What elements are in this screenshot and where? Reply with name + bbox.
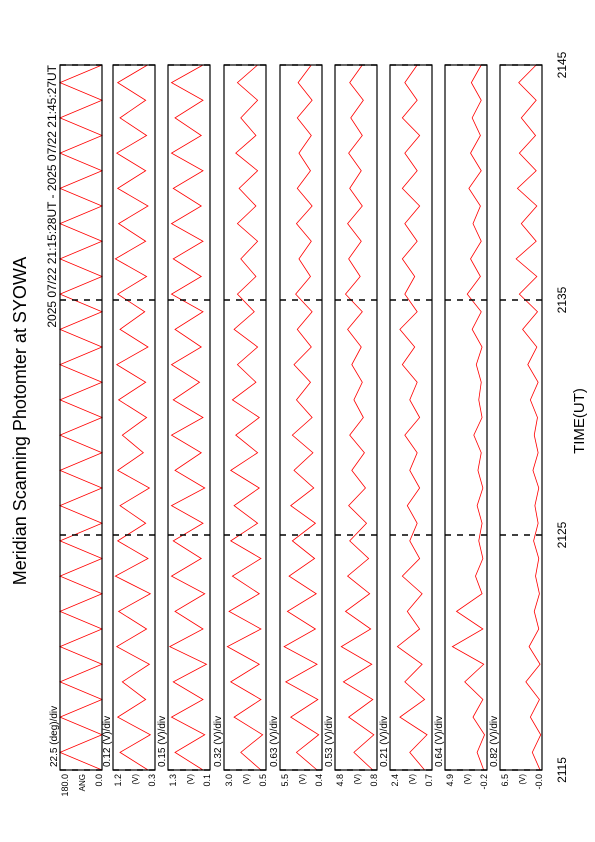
unit-label: (V) (518, 774, 527, 785)
unit-label: (V) (353, 774, 362, 785)
scale-label: 0.63 (V)/div (269, 716, 280, 767)
unit-label: (V) (408, 774, 417, 785)
y-tick-label: 0.3 (147, 774, 157, 787)
scale-label: 0.32 (V)/div (213, 716, 224, 767)
panel-frame (444, 64, 488, 771)
y-tick-label: 0.7 (424, 774, 434, 787)
scale-label: 0.21 (V)/div (379, 716, 390, 767)
panel-border (59, 64, 103, 771)
scale-label: 0.15 (V)/div (157, 716, 168, 767)
y-tick-label: 6.5 (500, 774, 510, 787)
panel-frame (334, 64, 378, 771)
data-line (396, 64, 428, 771)
y-tick-label: 5.5 (280, 774, 290, 787)
x-tick-label: 2135 (555, 286, 569, 313)
scale-label: 0.53 (V)/div (324, 716, 335, 767)
panel-border (112, 64, 156, 771)
y-tick-label: 1.3 (168, 774, 178, 787)
chart-title: Meridian Scanning Photomter at SYOWA (10, 257, 30, 585)
y-tick-label: 0.1 (202, 774, 212, 787)
panel-border (223, 64, 267, 771)
unit-label: (V) (131, 774, 140, 785)
data-line (283, 64, 320, 771)
data-line (340, 64, 375, 771)
y-tick-label: 180.0 (60, 774, 70, 797)
scale-label: 22.5 (deg)/div (49, 706, 60, 767)
unit-label: (V) (298, 774, 307, 785)
x-axis-label: TIME(UT) (571, 388, 588, 454)
panel-frame (279, 64, 323, 771)
y-tick-label: 2.4 (390, 774, 400, 787)
y-tick-label: 0.5 (258, 774, 268, 787)
unit-label: (V) (242, 774, 251, 785)
chart-subtitle: 2025 07/22 21:15:28UT - 2025 07/22 21:45… (45, 64, 59, 327)
scale-label: 0.12 (V)/div (102, 716, 113, 767)
y-tick-label: 0.0 (94, 774, 104, 787)
panel-frame (59, 64, 103, 771)
data-line (114, 64, 152, 771)
panel-border (499, 64, 543, 771)
y-tick-label: -0.2 (479, 774, 489, 790)
scale-label: 0.82 (V)/div (489, 716, 500, 767)
data-line (226, 64, 264, 771)
scale-label: 0.64 (V)/div (434, 716, 445, 767)
panel-border (279, 64, 323, 771)
panel-frame (389, 64, 433, 771)
y-tick-label: 0.8 (369, 774, 379, 787)
y-tick-label: 4.9 (445, 774, 455, 787)
panel-border (389, 64, 433, 771)
data-line (168, 64, 208, 771)
data-line (515, 64, 542, 771)
data-line (451, 64, 485, 771)
panel-border (444, 64, 488, 771)
y-tick-label: 0.4 (314, 774, 324, 787)
y-tick-label: -0.0 (534, 774, 544, 790)
unit-label: ANG (78, 774, 87, 791)
x-tick-label: 2115 (555, 757, 569, 783)
x-tick-label: 2145 (555, 51, 569, 78)
unit-label: (V) (463, 774, 472, 785)
y-tick-label: 3.0 (224, 774, 234, 787)
y-tick-label: 1.2 (113, 774, 123, 787)
panel-border (334, 64, 378, 771)
panel-border (167, 64, 211, 771)
x-tick-label: 2125 (555, 521, 569, 548)
plot-area: Meridian Scanning Photomter at SYOWA 202… (10, 51, 588, 796)
y-tick-label: 4.8 (335, 774, 345, 787)
unit-label: (V) (186, 774, 195, 785)
